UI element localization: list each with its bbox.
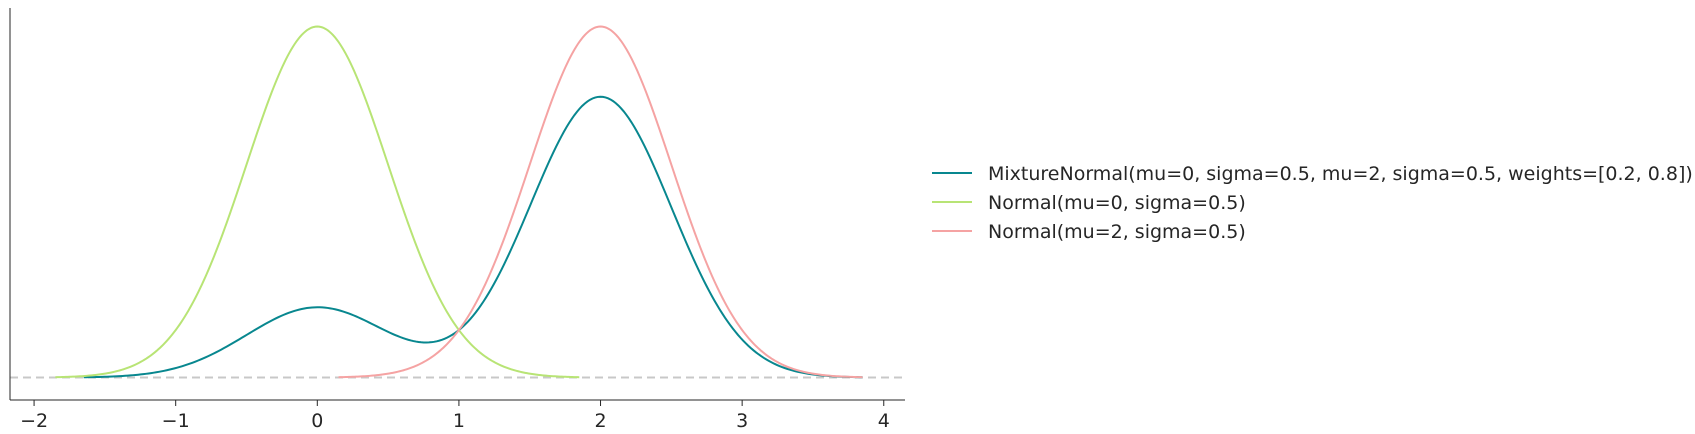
legend-label: MixtureNormal(mu=0, sigma=0.5, mu=2, sig…: [988, 163, 1693, 185]
x-tick-label: 0: [311, 410, 323, 432]
series-layer: [55, 25, 863, 379]
legend-label: Normal(mu=0, sigma=0.5): [988, 192, 1246, 214]
x-tick-label: −1: [162, 410, 190, 432]
x-ticks: −2 −1 0 1 2 3 4: [20, 400, 890, 432]
series-line-1: [55, 25, 580, 379]
series-line-2: [338, 25, 863, 379]
series-line-0: [83, 95, 863, 379]
x-tick-label: −2: [20, 410, 48, 432]
legend: MixtureNormal(mu=0, sigma=0.5, mu=2, sig…: [932, 163, 1693, 243]
x-tick-label: 4: [878, 410, 890, 432]
x-tick-label: 2: [594, 410, 606, 432]
x-tick-label: 3: [736, 410, 748, 432]
legend-label: Normal(mu=2, sigma=0.5): [988, 221, 1246, 243]
x-tick-label: 1: [453, 410, 465, 432]
